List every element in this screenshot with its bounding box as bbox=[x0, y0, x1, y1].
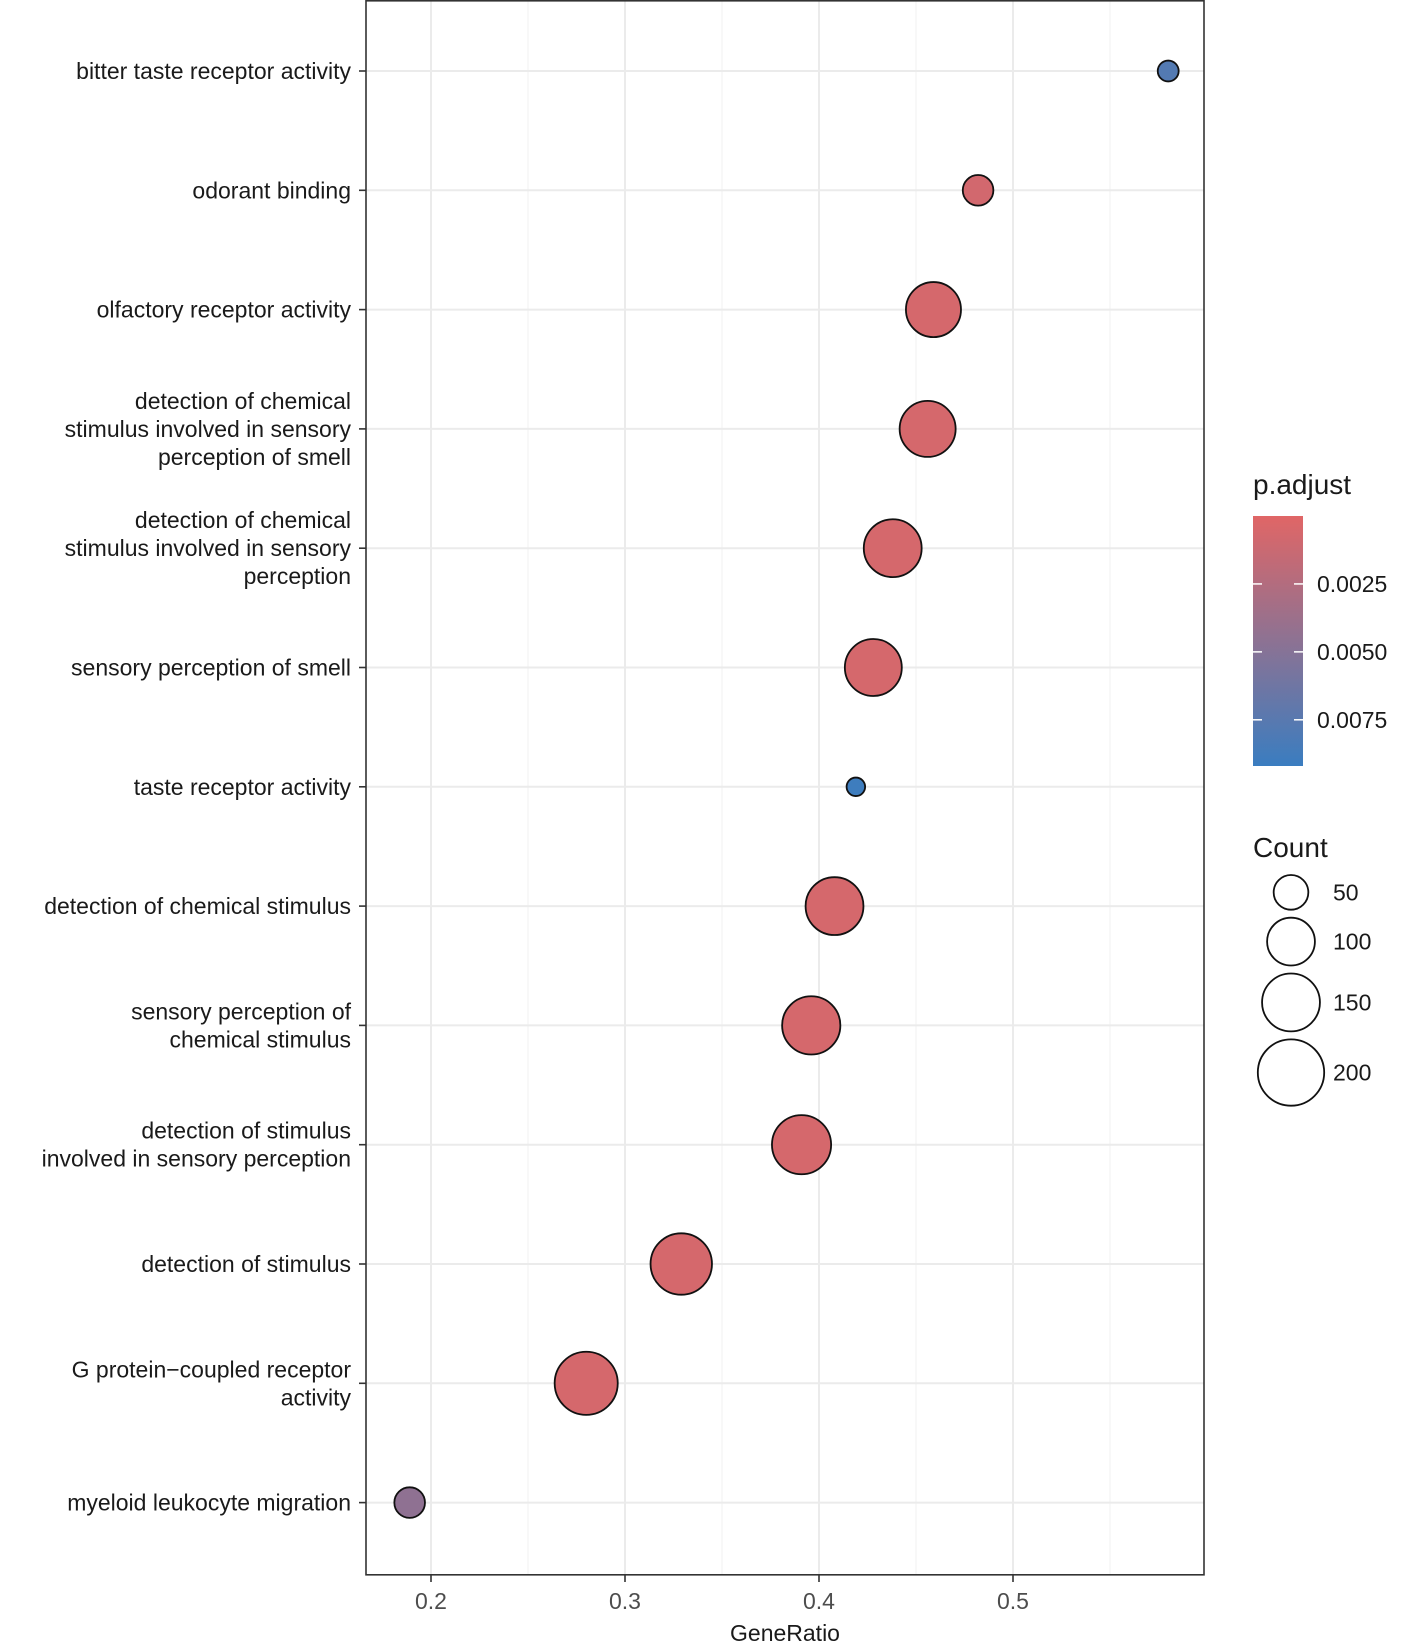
size-legend-circle bbox=[1261, 972, 1321, 1033]
y-tick-label: chemical stimulus bbox=[170, 1026, 352, 1052]
x-axis: 0.2 0.3 0.4 0.5 bbox=[415, 1575, 1029, 1614]
data-point bbox=[898, 399, 957, 458]
data-point bbox=[845, 776, 867, 797]
y-tick-label: detection of stimulus bbox=[141, 1118, 351, 1144]
data-point bbox=[393, 1486, 426, 1519]
size-legend-label: 50 bbox=[1333, 879, 1359, 905]
data-point bbox=[771, 1114, 833, 1176]
y-tick-label: perception bbox=[244, 563, 351, 589]
data-point bbox=[804, 876, 865, 936]
y-tick-label: detection of chemical bbox=[135, 388, 351, 414]
color-legend-title: p.adjust bbox=[1253, 469, 1351, 500]
y-tick-label: detection of chemical stimulus bbox=[44, 893, 351, 919]
y-tick-label: G protein−coupled receptor bbox=[72, 1356, 352, 1382]
y-tick-label: sensory perception of bbox=[131, 998, 352, 1024]
data-point bbox=[781, 995, 842, 1056]
data-point bbox=[862, 518, 923, 579]
data-point bbox=[553, 1350, 619, 1416]
y-tick-label: detection of chemical bbox=[135, 507, 351, 533]
size-legend-label: 200 bbox=[1333, 1060, 1371, 1086]
y-tick-label: perception of smell bbox=[158, 444, 351, 470]
x-tick-label: 0.4 bbox=[803, 1588, 835, 1614]
x-tick-label: 0.5 bbox=[997, 1588, 1029, 1614]
color-legend-label: 0.0075 bbox=[1317, 707, 1387, 733]
size-legend-circle bbox=[1256, 1038, 1326, 1107]
y-tick-label: taste receptor activity bbox=[134, 774, 352, 800]
y-axis: bitter taste receptor activity odorant bi… bbox=[42, 58, 366, 1516]
panel-border bbox=[365, 0, 1205, 1576]
y-tick-label: involved in sensory perception bbox=[42, 1146, 351, 1172]
color-legend-bar bbox=[1253, 516, 1303, 766]
data-point bbox=[1156, 59, 1180, 83]
y-tick-label: detection of stimulus bbox=[141, 1251, 351, 1277]
size-legend: Count 50 100 150 200 bbox=[1253, 832, 1371, 1107]
color-legend-label: 0.0025 bbox=[1317, 571, 1387, 597]
data-point bbox=[843, 638, 903, 697]
data-point bbox=[649, 1232, 713, 1296]
size-legend-circle bbox=[1272, 874, 1310, 911]
y-tick-label: activity bbox=[281, 1384, 352, 1410]
y-tick-label: myeloid leukocyte migration bbox=[67, 1490, 351, 1516]
y-tick-label: bitter taste receptor activity bbox=[76, 58, 351, 84]
size-legend-label: 150 bbox=[1333, 989, 1371, 1015]
data-point bbox=[961, 174, 995, 207]
size-legend-title: Count bbox=[1253, 832, 1328, 863]
data-point bbox=[905, 281, 962, 339]
color-legend-label: 0.0050 bbox=[1317, 639, 1387, 665]
points-layer bbox=[393, 59, 1180, 1519]
y-tick-label: olfactory receptor activity bbox=[97, 297, 352, 323]
y-tick-label: sensory perception of smell bbox=[71, 655, 351, 681]
size-legend-label: 100 bbox=[1333, 929, 1371, 955]
color-legend: p.adjust 0.0025 0.0050 0.0075 bbox=[1253, 469, 1387, 766]
x-tick-label: 0.3 bbox=[609, 1588, 641, 1614]
grid-layer bbox=[366, 1, 1204, 1575]
size-legend-circle bbox=[1266, 916, 1316, 967]
x-tick-label: 0.2 bbox=[415, 1588, 447, 1614]
y-tick-label: stimulus involved in sensory bbox=[65, 535, 352, 561]
x-axis-title: GeneRatio bbox=[730, 1620, 840, 1646]
y-tick-label: stimulus involved in sensory bbox=[65, 416, 352, 442]
y-tick-label: odorant binding bbox=[192, 177, 351, 203]
